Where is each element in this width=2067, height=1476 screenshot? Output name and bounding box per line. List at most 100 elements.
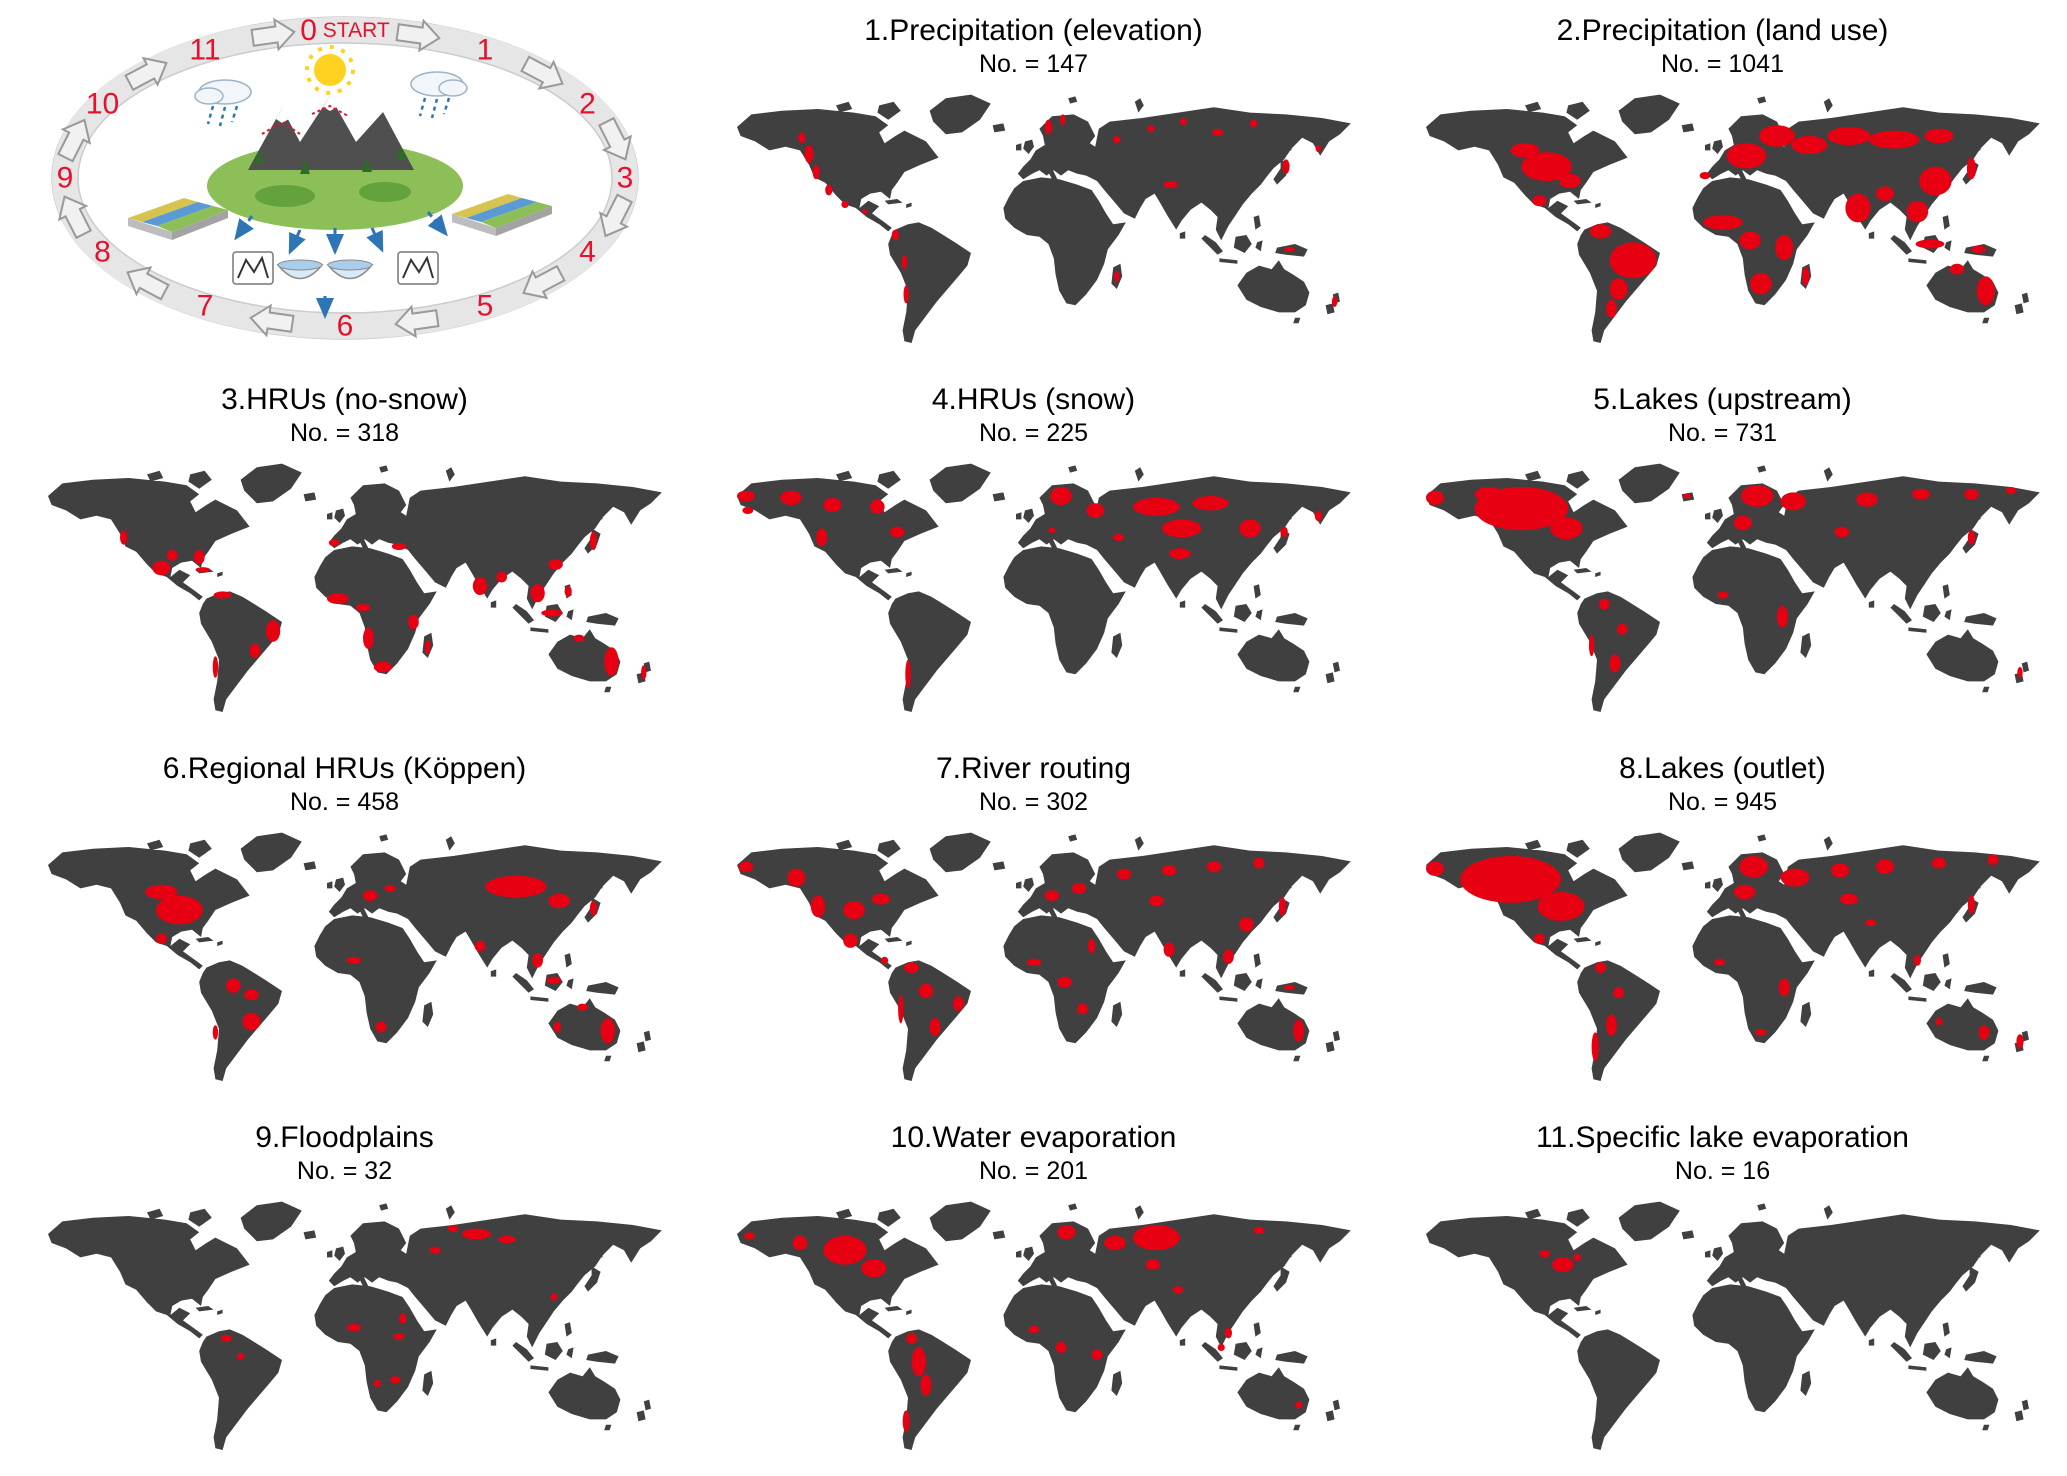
cycle-step-number: 0 START xyxy=(300,14,390,47)
calibrated-region xyxy=(1754,1028,1766,1036)
calibrated-region xyxy=(640,665,646,680)
calibrated-region xyxy=(1253,857,1264,869)
continents xyxy=(736,832,1351,1081)
calibrated-region xyxy=(1087,938,1095,954)
calibrated-region xyxy=(889,526,904,538)
calibrated-region xyxy=(1091,1349,1102,1360)
calibrated-region xyxy=(797,132,805,144)
calibrated-region xyxy=(529,584,545,603)
calibrated-region xyxy=(1047,527,1056,533)
calibrated-region xyxy=(1682,493,1691,499)
calibrated-region xyxy=(1026,958,1041,966)
calibrated-region xyxy=(842,933,858,948)
calibrated-region xyxy=(212,656,218,678)
world-map xyxy=(709,451,1358,721)
calibrated-region xyxy=(1790,136,1827,154)
calibrated-region xyxy=(362,627,374,649)
calibrated-region xyxy=(918,983,933,999)
panel-count: No. = 1041 xyxy=(1660,50,1784,78)
calibrated-region xyxy=(1605,1014,1617,1036)
panel-title: 1.Precipitation (elevation) xyxy=(864,14,1203,47)
calibrated-region xyxy=(355,604,370,612)
calibrated-region xyxy=(1855,492,1878,507)
calibrated-region xyxy=(1780,492,1806,511)
calibrated-region xyxy=(815,528,827,547)
calibrated-region xyxy=(1112,136,1120,144)
panel-title: 10.Water evaporation xyxy=(890,1121,1177,1154)
calibrated-region xyxy=(1459,856,1561,903)
panel-title: 6.Regional HRUs (Köppen) xyxy=(162,752,527,785)
panel-title: 4.HRUs (snow) xyxy=(931,383,1136,416)
calibrated-region xyxy=(144,884,178,900)
calibrated-region xyxy=(1875,186,1894,201)
calibrated-region xyxy=(1028,1325,1039,1333)
cycle-step-number: 8 xyxy=(94,236,111,269)
calibrated-region xyxy=(600,1018,615,1044)
world-map xyxy=(20,1189,669,1459)
calibrated-region xyxy=(1281,159,1290,174)
calibrated-region xyxy=(236,1352,244,1360)
rain-cloud-icon xyxy=(410,71,468,119)
calibrated-region xyxy=(861,208,867,215)
cycle-arrow-icon xyxy=(597,116,633,161)
calibrated-region xyxy=(1161,519,1201,538)
continents xyxy=(1425,1201,2040,1450)
calibrated-region xyxy=(1071,883,1086,894)
calibrated-region xyxy=(220,1334,232,1342)
calibrated-region xyxy=(901,254,907,270)
lake-bowl-icon xyxy=(326,259,374,280)
calibrated-region xyxy=(871,893,890,905)
elevation-contours xyxy=(261,104,349,135)
world-map xyxy=(20,451,669,721)
calibrated-region xyxy=(1839,893,1858,905)
cycle-step-number: 6 xyxy=(337,310,354,343)
cycle-arrow-icon xyxy=(249,303,295,338)
world-map xyxy=(1398,451,2047,721)
calibrated-region xyxy=(1145,1259,1160,1270)
calibrated-region xyxy=(389,1376,401,1384)
calibrated-region xyxy=(1573,1253,1581,1261)
calibrated-region xyxy=(1733,515,1752,531)
cycle-numbers: 0 START 1 2 3 4 5 6 7 8 9 10 11 xyxy=(57,14,634,343)
cycle-step-number: 4 xyxy=(579,236,596,269)
calibrated-region xyxy=(346,1324,361,1332)
calibrated-region xyxy=(905,1333,917,1344)
highlight-layer xyxy=(220,1225,557,1387)
calibrated-region xyxy=(1217,1343,1225,1351)
cycle-ring xyxy=(51,16,639,340)
cycle-step-number: 9 xyxy=(57,162,74,195)
calibrated-region xyxy=(903,285,909,304)
sun-icon xyxy=(305,45,355,95)
world-map xyxy=(1398,1189,2047,1459)
calibrated-region xyxy=(902,1410,910,1432)
calibrated-region xyxy=(589,901,597,916)
cycle-arrow-icon xyxy=(394,304,440,339)
highlight-layer xyxy=(1538,1250,1581,1272)
flow-arrow-icon xyxy=(234,211,448,319)
calibrated-region xyxy=(891,229,899,241)
calibrated-region xyxy=(326,593,349,604)
calibrated-region xyxy=(1280,526,1288,538)
calibrated-region xyxy=(929,1018,940,1036)
calibrated-region xyxy=(1726,143,1766,169)
calibrated-region xyxy=(1868,130,1919,149)
hydrograph-icon xyxy=(397,251,439,285)
calibrated-region xyxy=(1533,933,1545,945)
calibrated-region xyxy=(393,1333,404,1341)
calibrated-region xyxy=(1222,949,1234,964)
calibrated-region xyxy=(547,559,563,570)
calibrated-region xyxy=(822,497,841,513)
calibrated-region xyxy=(1056,1225,1075,1240)
continents xyxy=(736,1201,1351,1450)
calibrated-region xyxy=(249,643,260,658)
highlight-layer xyxy=(1425,854,2024,1062)
calibrated-region xyxy=(484,875,547,898)
calibrated-region xyxy=(1238,917,1254,932)
calibrated-region xyxy=(1875,859,1894,874)
calibrated-region xyxy=(736,490,755,502)
panel-count: No. = 945 xyxy=(1667,788,1778,816)
panel-count: No. = 731 xyxy=(1667,419,1778,447)
snowcap-icon xyxy=(276,96,337,123)
calibrated-region xyxy=(1966,157,1976,180)
calibrated-region xyxy=(738,861,753,873)
